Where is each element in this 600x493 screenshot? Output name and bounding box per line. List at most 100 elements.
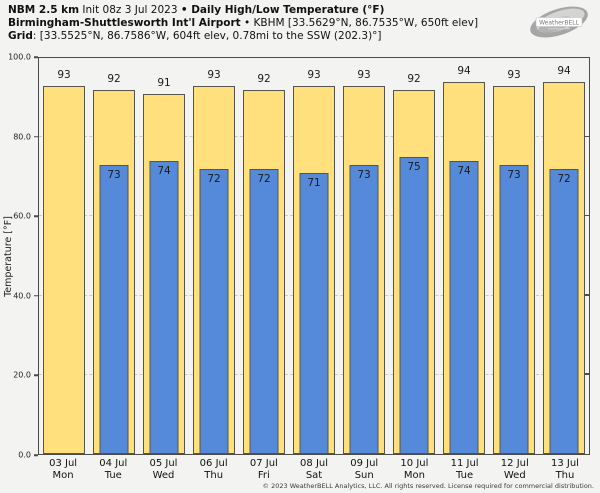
x-tick-weekday: Fri — [257, 470, 270, 481]
x-tick-label: 08 Jul Sat — [289, 458, 339, 482]
high-temperature-bar — [43, 85, 85, 454]
y-tick-label: 100.0 — [8, 52, 31, 62]
bar-group: 94 74 — [439, 58, 489, 454]
right-tick-mark — [584, 214, 589, 217]
copyright-notice: © 2023 WeatherBELL Analytics, LLC. All r… — [262, 482, 594, 490]
x-tick-weekday: Thu — [204, 470, 224, 481]
logo-text: WeatherBELL — [539, 19, 580, 26]
y-tick-mark — [34, 135, 38, 138]
model-name: NBM 2.5 km — [8, 4, 80, 16]
low-temperature-bar — [549, 168, 579, 454]
x-tick-label: 11 Jul Tue — [440, 458, 490, 482]
high-value-label: 93 — [507, 68, 521, 81]
y-tick-label: 20.0 — [13, 370, 31, 380]
y-tick-mark — [34, 56, 38, 58]
high-value-label: 93 — [357, 68, 371, 81]
low-value-label: 73 — [107, 168, 121, 181]
x-tick-weekday: Wed — [152, 470, 175, 481]
x-axis: 03 Jul Mon 04 Jul Tue 05 Jul Wed 06 Jul Thu 07 J… — [38, 458, 590, 482]
right-tick-mark — [584, 135, 589, 138]
x-tick-weekday: Tue — [104, 470, 122, 481]
y-tick-mark — [34, 295, 38, 297]
high-value-label: 92 — [257, 72, 271, 85]
chart-title: • Daily High/Low Temperature (°F) — [180, 4, 385, 16]
y-tick-label: 0.0 — [18, 450, 31, 460]
low-temperature-bar — [299, 172, 329, 454]
x-tick-date: 12 Jul — [500, 458, 529, 469]
right-tick-mark — [584, 294, 589, 296]
x-tick-date: 13 Jul — [550, 458, 579, 469]
x-tick-weekday: Wed — [503, 470, 526, 481]
x-tick-label: 10 Jul Mon — [389, 458, 439, 482]
x-tick-label: 05 Jul Wed — [138, 458, 188, 482]
x-tick-weekday: Mon — [52, 470, 74, 481]
low-temperature-bar — [499, 164, 529, 454]
chart-header: NBM 2.5 km Init 08z 3 Jul 2023 • Daily H… — [8, 4, 478, 43]
bar-group: 93 72 — [189, 58, 239, 454]
low-value-label: 72 — [257, 172, 271, 185]
low-temperature-bar — [449, 160, 479, 454]
station-details: • KBHM [33.5629°N, 86.7535°W, 650ft elev… — [240, 17, 479, 29]
bar-group: 93 73 — [489, 58, 539, 454]
weatherbell-logo: WeatherBELL — [530, 6, 588, 38]
y-axis: 0.0 20.0 40.0 60.0 80.0 100.0 — [0, 53, 38, 460]
x-tick-weekday: Sun — [354, 470, 374, 481]
y-tick-mark — [34, 454, 38, 456]
y-tick-mark — [34, 374, 38, 377]
high-value-label: 93 — [207, 68, 221, 81]
x-tick-date: 06 Jul — [199, 458, 228, 469]
high-value-label: 91 — [157, 76, 171, 89]
y-tick-label: 60.0 — [13, 211, 31, 221]
grid-details: : [33.5525°N, 86.7586°W, 604ft elev, 0.7… — [32, 30, 382, 42]
x-tick-weekday: Mon — [403, 470, 425, 481]
x-tick-weekday: Sat — [305, 470, 323, 481]
low-temperature-bar — [399, 157, 429, 454]
low-value-label: 73 — [507, 168, 521, 181]
high-value-label: 94 — [457, 64, 471, 77]
bar-group: 91 74 — [139, 58, 189, 454]
right-tick-mark — [584, 373, 589, 375]
high-value-label: 93 — [307, 68, 321, 81]
high-value-label: 92 — [407, 72, 421, 85]
low-temperature-bar — [349, 164, 379, 454]
x-tick-label: 13 Jul Thu — [540, 458, 590, 482]
x-tick-label: 12 Jul Wed — [490, 458, 540, 482]
station-name: Birmingham-Shuttlesworth Int'l Airport — [8, 17, 241, 29]
bar-group: 93 73 — [339, 58, 389, 454]
y-tick-mark — [34, 215, 38, 217]
x-tick-date: 05 Jul — [149, 458, 178, 469]
bar-group: 94 72 — [539, 58, 589, 454]
header-line-1: NBM 2.5 km Init 08z 3 Jul 2023 • Daily H… — [8, 4, 478, 17]
bar-group: 92 73 — [89, 58, 139, 454]
low-value-label: 75 — [407, 161, 421, 173]
x-tick-label: 09 Jul Sun — [339, 458, 389, 482]
x-tick-date: 11 Jul — [450, 458, 479, 469]
low-temperature-bar — [199, 168, 229, 454]
init-time: Init 08z 3 Jul 2023 — [79, 4, 181, 16]
low-value-label: 74 — [157, 164, 171, 177]
high-value-label: 92 — [107, 72, 121, 85]
x-tick-label: 06 Jul Thu — [189, 458, 239, 482]
x-tick-date: 09 Jul — [350, 458, 379, 469]
low-temperature-bar — [99, 164, 129, 454]
low-value-label: 71 — [307, 176, 321, 189]
y-tick-label: 80.0 — [13, 132, 31, 142]
low-value-label: 72 — [557, 172, 571, 185]
bar-group: 93 — [39, 58, 89, 454]
low-temperature-bar — [249, 168, 279, 454]
bar-group: 92 72 — [239, 58, 289, 454]
header-line-2: Birmingham-Shuttlesworth Int'l Airport •… — [8, 17, 478, 30]
high-value-label: 94 — [557, 64, 571, 77]
x-tick-weekday: Thu — [555, 470, 575, 481]
x-tick-date: 03 Jul — [49, 458, 78, 469]
low-value-label: 72 — [207, 172, 221, 185]
plot-area: 93 92 73 91 74 93 72 92 72 93 71 93 73 92 75 94 74 93 73 94… — [38, 57, 590, 455]
x-tick-date: 08 Jul — [300, 458, 329, 469]
low-temperature-bar — [149, 160, 179, 454]
x-tick-label: 03 Jul Mon — [38, 458, 88, 482]
x-tick-label: 07 Jul Fri — [239, 458, 289, 482]
low-value-label: 73 — [357, 168, 371, 181]
x-tick-date: 04 Jul — [99, 458, 128, 469]
weatherbell-swirl-icon: WeatherBELL — [530, 6, 588, 38]
